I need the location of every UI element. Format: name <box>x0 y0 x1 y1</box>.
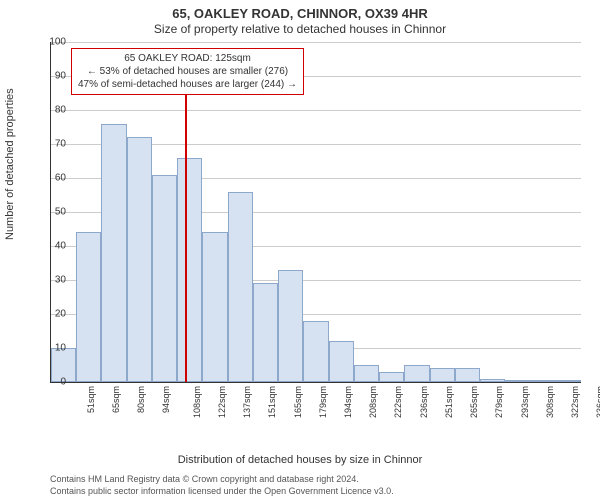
y-tick-label: 30 <box>36 275 66 286</box>
histogram-bar <box>379 372 404 382</box>
histogram-bar <box>278 270 303 382</box>
histogram-bar <box>455 368 480 382</box>
histogram-bar <box>152 175 177 382</box>
x-axis-label: Distribution of detached houses by size … <box>0 454 600 466</box>
attribution-line1: Contains HM Land Registry data © Crown c… <box>50 474 359 484</box>
x-tick-label: 208sqm <box>368 386 378 418</box>
histogram-bar <box>531 380 556 382</box>
y-axis-label: Number of detached properties <box>4 88 16 240</box>
histogram-bar <box>505 380 530 382</box>
histogram-bar <box>76 232 101 382</box>
y-tick-label: 20 <box>36 309 66 320</box>
x-tick-label: 94sqm <box>161 386 171 413</box>
y-tick-label: 90 <box>36 71 66 82</box>
y-tick-label: 40 <box>36 241 66 252</box>
y-tick-label: 70 <box>36 139 66 150</box>
plot-area: 65 OAKLEY ROAD: 125sqm ← 53% of detached… <box>50 42 581 383</box>
x-tick-label: 265sqm <box>469 386 479 418</box>
x-tick-label: 108sqm <box>192 386 202 418</box>
histogram-bar <box>480 379 505 382</box>
histogram-bar <box>177 158 202 382</box>
histogram-bar <box>253 283 278 382</box>
x-tick-label: 322sqm <box>570 386 580 418</box>
y-tick-label: 0 <box>36 377 66 388</box>
histogram-bar <box>303 321 328 382</box>
x-tick-label: 51sqm <box>86 386 96 413</box>
x-tick-label: 137sqm <box>242 386 252 418</box>
x-tick-label: 336sqm <box>595 386 600 418</box>
x-tick-label: 293sqm <box>520 386 530 418</box>
histogram-bar <box>127 137 152 382</box>
histogram-bar <box>430 368 455 382</box>
y-tick-label: 60 <box>36 173 66 184</box>
x-tick-label: 194sqm <box>343 386 353 418</box>
annotation-line1: 65 OAKLEY ROAD: 125sqm <box>78 52 297 65</box>
gridline <box>51 42 581 43</box>
x-tick-label: 80sqm <box>136 386 146 413</box>
histogram-bar <box>202 232 227 382</box>
x-tick-label: 222sqm <box>394 386 404 418</box>
chart-title-address: 65, OAKLEY ROAD, CHINNOR, OX39 4HR <box>0 6 600 21</box>
x-tick-label: 151sqm <box>267 386 277 418</box>
x-tick-label: 279sqm <box>494 386 504 418</box>
y-tick-label: 10 <box>36 343 66 354</box>
annotation-line2: ← 53% of detached houses are smaller (27… <box>78 65 297 78</box>
histogram-bar <box>228 192 253 382</box>
y-tick-label: 50 <box>36 207 66 218</box>
x-tick-label: 179sqm <box>318 386 328 418</box>
x-tick-label: 165sqm <box>293 386 303 418</box>
histogram-bar <box>556 380 581 382</box>
gridline <box>51 110 581 111</box>
chart-title-subtitle: Size of property relative to detached ho… <box>0 22 600 36</box>
histogram-bar <box>354 365 379 382</box>
reference-line <box>185 66 187 382</box>
histogram-bar <box>404 365 429 382</box>
y-tick-label: 100 <box>36 37 66 48</box>
annotation-box: 65 OAKLEY ROAD: 125sqm ← 53% of detached… <box>71 48 304 95</box>
x-tick-label: 251sqm <box>444 386 454 418</box>
histogram-bar <box>329 341 354 382</box>
annotation-line3: 47% of semi-detached houses are larger (… <box>78 78 297 91</box>
x-tick-label: 308sqm <box>545 386 555 418</box>
attribution-line2: Contains public sector information licen… <box>50 486 394 496</box>
x-tick-label: 65sqm <box>111 386 121 413</box>
y-tick-label: 80 <box>36 105 66 116</box>
x-tick-label: 122sqm <box>217 386 227 418</box>
histogram-bar <box>101 124 126 382</box>
x-tick-label: 236sqm <box>419 386 429 418</box>
